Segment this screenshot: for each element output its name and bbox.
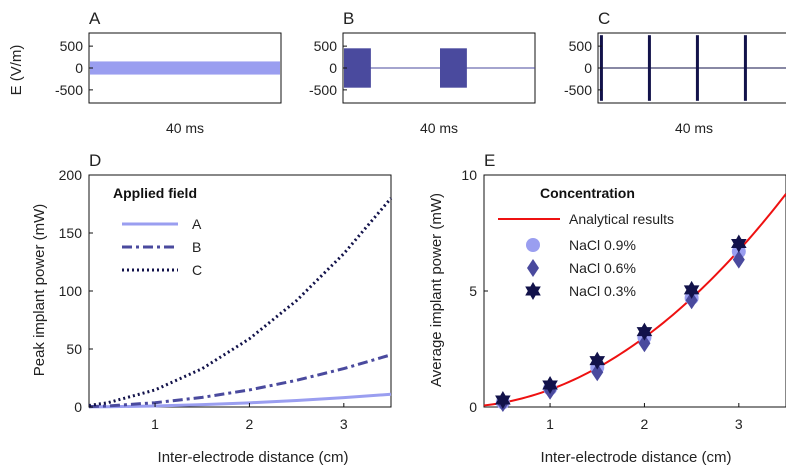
panel-a-xlabel: 40 ms bbox=[166, 120, 204, 136]
panel-d-legend-title: Applied field bbox=[113, 185, 197, 201]
panel-e-legend-marker-part bbox=[525, 286, 541, 300]
panel-e-ytick-label: 10 bbox=[461, 167, 477, 183]
panel-e-point-star-part bbox=[731, 238, 747, 253]
panel-e-legend-label: NaCl 0.9% bbox=[569, 237, 636, 253]
panel-b-letter: B bbox=[343, 9, 354, 28]
panel-e-legend-label: Analytical results bbox=[569, 211, 674, 227]
panel-b-burst bbox=[344, 48, 371, 88]
panel-c-yticks: 500 0 -500 bbox=[564, 38, 602, 98]
panel-b-ytick-label: 500 bbox=[314, 38, 338, 54]
panel-e-point-diamond bbox=[638, 334, 651, 353]
panel-b: B 500 0 -500 40 ms bbox=[309, 9, 536, 136]
panel-a-wave-band bbox=[90, 61, 280, 75]
panel-c-xlabel: 40 ms bbox=[675, 120, 713, 136]
panel-c-ytick-label: 500 bbox=[569, 38, 593, 54]
panel-e-legend-marker bbox=[526, 238, 540, 252]
panel-d-legend-label: B bbox=[192, 239, 201, 255]
panel-b-xlabel: 40 ms bbox=[420, 120, 458, 136]
panel-e-point-star bbox=[683, 280, 700, 299]
panel-e-point-star-part bbox=[542, 380, 558, 394]
panel-e-point-star bbox=[542, 375, 558, 394]
panel-d-xtick-label: 2 bbox=[246, 416, 254, 432]
panel-d-letter: D bbox=[89, 151, 101, 170]
panel-d-ytick-label: 200 bbox=[59, 167, 83, 183]
panel-c: C 500 0 -500 40 ms bbox=[564, 9, 786, 136]
panel-d-plot bbox=[88, 197, 393, 409]
panel-e-point-star-part bbox=[495, 395, 511, 410]
panel-e-point-star bbox=[495, 391, 511, 410]
panel-e-point-star bbox=[636, 322, 653, 341]
panel-d-xtick-label: 1 bbox=[151, 416, 159, 432]
panel-d-frame bbox=[88, 174, 392, 408]
panel-b-ytick-label: 0 bbox=[329, 60, 337, 76]
panel-a-yticks: 500 0 -500 bbox=[55, 38, 93, 98]
panel-d-ytick-label: 50 bbox=[66, 341, 82, 357]
panel-c-pulse bbox=[743, 35, 747, 101]
panel-e-point-star bbox=[589, 351, 606, 370]
panel-d-legend-label: C bbox=[192, 262, 202, 278]
panel-c-ytick-label: -500 bbox=[564, 82, 592, 98]
panel-b-waveform bbox=[343, 48, 535, 88]
panel-d-ylabel: Peak implant power (mW) bbox=[31, 204, 48, 377]
panel-e-legend-label: NaCl 0.3% bbox=[569, 283, 636, 299]
panel-e-xlabel: Inter-electrode distance (cm) bbox=[541, 449, 732, 466]
panel-d: D Peak implant power (mW) Inter-electrod… bbox=[31, 151, 393, 466]
panel-e-xtick-label: 3 bbox=[735, 416, 743, 432]
panel-e-ylabel: Average implant power (mW) bbox=[428, 193, 445, 387]
panel-e-legend: Concentration Analytical results NaCl 0.9… bbox=[498, 185, 674, 300]
panel-e-plot bbox=[483, 193, 786, 413]
panel-c-letter: C bbox=[598, 9, 610, 28]
panel-d-ytick-label: 150 bbox=[59, 225, 83, 241]
panel-e-ytick-label: 0 bbox=[469, 399, 477, 415]
panel-a-letter: A bbox=[89, 9, 101, 28]
panel-a-ytick-label: -500 bbox=[55, 82, 83, 98]
panel-c-ytick-label: 0 bbox=[584, 60, 592, 76]
panel-d-xlabel: Inter-electrode distance (cm) bbox=[158, 449, 349, 466]
panel-e-point-diamond bbox=[685, 291, 698, 310]
panel-e-xtick-label: 1 bbox=[546, 416, 554, 432]
panel-e-point-star-part bbox=[589, 356, 606, 370]
panel-e-xtick-label: 2 bbox=[641, 416, 649, 432]
panel-b-yticks: 500 0 -500 bbox=[309, 38, 347, 98]
panel-d-ytick-label: 100 bbox=[59, 283, 83, 299]
panel-e-point-star-part bbox=[683, 285, 700, 299]
panel-a: A E (V/m) 500 0 -500 40 ms bbox=[8, 9, 282, 136]
panel-e-legend-title: Concentration bbox=[540, 185, 635, 201]
panel-e-point-diamond bbox=[591, 363, 604, 382]
panel-b-burst bbox=[440, 48, 467, 88]
panel-c-pulse bbox=[695, 35, 699, 101]
panel-e-letter: E bbox=[484, 151, 495, 170]
panel-d-legend: Applied field ABC bbox=[113, 185, 202, 278]
panel-e-ytick-label: 5 bbox=[469, 283, 477, 299]
panel-e-ticks: 1 2 3 0 5 10 bbox=[461, 167, 742, 432]
panel-d-legend-label: A bbox=[192, 216, 202, 232]
panel-a-ytick-label: 0 bbox=[75, 60, 83, 76]
panel-e-point-star-part bbox=[636, 327, 653, 341]
panel-b-ytick-label: -500 bbox=[309, 82, 337, 98]
panel-a-ytick-label: 500 bbox=[60, 38, 84, 54]
panel-e-legend-marker bbox=[527, 259, 539, 277]
panel-c-pulse bbox=[647, 35, 651, 101]
panel-e-legend-marker bbox=[525, 282, 541, 300]
panel-e-point-diamond bbox=[732, 250, 745, 269]
panel-d-series-line bbox=[88, 197, 393, 407]
panel-a-ylabel: E (V/m) bbox=[8, 45, 25, 96]
panel-e-legend-label: NaCl 0.6% bbox=[569, 260, 636, 276]
panel-d-series-line bbox=[88, 353, 392, 409]
panel-e: E Average implant power (mW) Inter-elect… bbox=[428, 151, 786, 466]
panel-e-point-star bbox=[731, 234, 747, 253]
panel-d-ticks: 1 2 3 0 50 100 150 200 bbox=[59, 167, 348, 432]
panel-d-xtick-label: 3 bbox=[340, 416, 348, 432]
panel-a-waveform bbox=[90, 61, 280, 75]
panel-d-ytick-label: 0 bbox=[74, 399, 82, 415]
